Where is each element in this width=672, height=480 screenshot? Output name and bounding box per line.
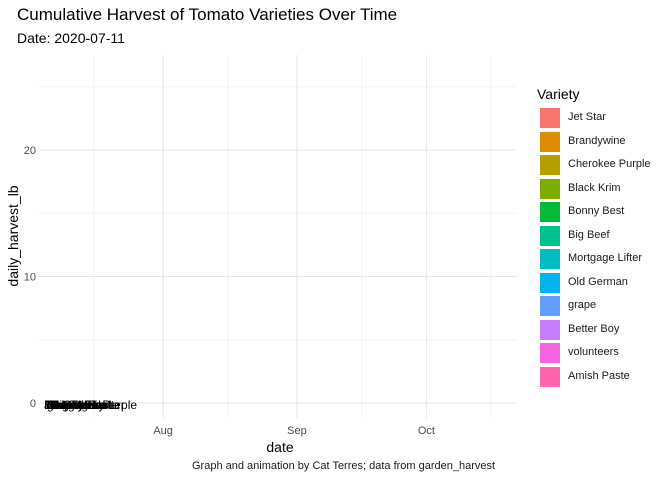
legend-swatch [540,296,560,316]
bar-label: Big Beef [52,398,98,412]
bar-label: Brandywine [46,398,109,412]
grid-minor [38,55,517,418]
legend-swatch [540,343,560,363]
legend-label: Jet Star [568,111,606,123]
legend-item: Big Beef [537,225,610,250]
y-axis-title: daily_harvest_lb [5,185,21,286]
legend-label: Better Boy [568,322,620,335]
legend-item: Jet Star [537,108,606,132]
legend-item: Old German [537,272,628,297]
legend-label: Amish Paste [568,369,630,382]
legend-label: volunteers [568,346,619,358]
x-tick-label: Sep [287,425,307,437]
chart-title: Cumulative Harvest of Tomato Varieties O… [17,5,398,24]
legend-label: Black Krim [568,181,621,194]
legend-item: Brandywine [537,131,625,156]
grid-major [38,55,517,418]
chart-subtitle: Date: 2020-07-11 [17,30,125,46]
legend-label: Big Beef [568,228,610,241]
y-tick-label: 0 [30,398,36,410]
legend-swatch [540,202,560,222]
legend-swatch [540,366,560,387]
legend-label: Cherokee Purple [568,158,651,170]
legend-swatch [540,249,560,269]
legend-item: Cherokee Purple [537,155,651,179]
bar-label: grape [47,398,78,412]
legend-swatch [540,155,560,175]
bar-label: Mortgage Lifter [44,398,125,412]
legend-item: Bonny Best [537,202,624,226]
bar-label: Old German [46,398,111,412]
legend-swatch [540,272,560,293]
bar-label: Jet Star [44,398,85,412]
legend-label: grape [568,299,597,311]
legend-title: Variety [537,86,580,102]
y-tick-label: 10 [24,272,36,284]
bar-label: Black Krim [49,398,106,412]
legend-swatch [540,108,560,128]
legend-swatch [540,178,560,199]
legend-label: Brandywine [568,134,626,147]
bar-label: Bonny Best [50,398,112,412]
bar-label: Amish Paste [52,398,120,412]
legend-swatch [540,225,560,246]
bar-label: volunteers [50,398,105,412]
x-tick-label: Aug [153,425,173,437]
legend-item: Black Krim [537,178,621,203]
legend-items: Jet Star Brandywine Cherokee Purple Black K… [537,108,651,391]
bar-label: Better Boy [49,398,105,412]
x-tick-label: Oct [418,425,435,437]
legend-item: Amish Paste [537,366,630,391]
legend-label: Old German [568,275,628,288]
legend-swatch [540,319,560,340]
y-tick-labels: 0 10 20 [24,145,36,410]
legend-swatch [540,131,560,152]
y-tick-label: 20 [24,145,36,157]
legend-item: Better Boy [537,319,619,344]
legend-label: Mortgage Lifter [568,252,642,264]
bar-label: Cherokee Purple [47,398,137,412]
legend-item: Mortgage Lifter [537,249,642,273]
x-axis-title: date [266,439,293,455]
x-tick-labels: Aug Sep Oct [153,425,435,437]
legend-item: volunteers [537,343,619,367]
chart-caption: Graph and animation by Cat Terres; data … [192,460,496,472]
legend: Variety Jet Star Brandywine Cherokee Purpl… [537,86,651,391]
legend-label: Bonny Best [568,205,625,217]
legend-item: grape [537,296,596,320]
